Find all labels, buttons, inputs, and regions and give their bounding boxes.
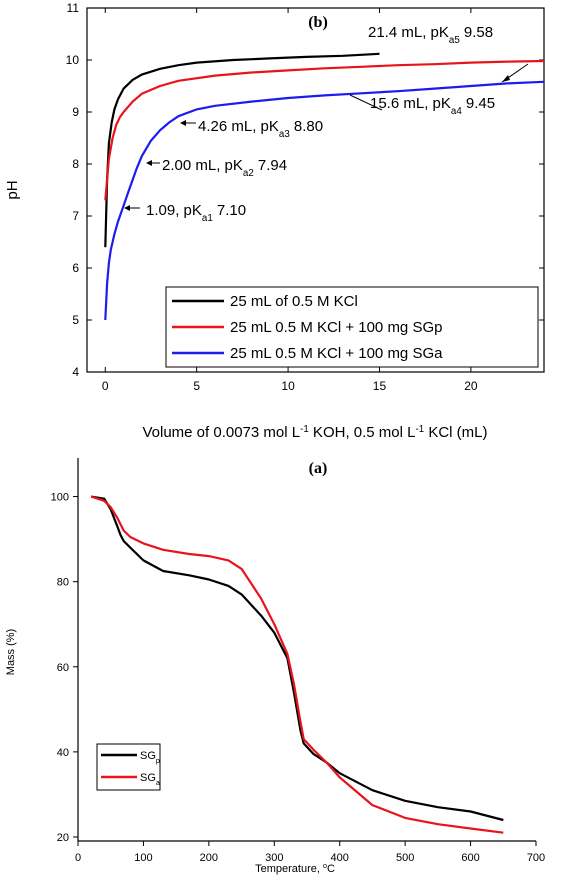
chart-b-x-tick-label: 5 xyxy=(193,379,200,393)
chart-b-panel-label: (b) xyxy=(308,14,328,31)
chart-a-x-axis: 0 100 200 300 400 500 600 700 xyxy=(75,841,545,864)
legend-label-sgp: 25 mL 0.5 M KCl + 100 mg SGp xyxy=(230,319,442,336)
chart-b-y-axis: 4 5 6 7 8 9 10 11 xyxy=(66,1,544,379)
chart-b-y-axis-label: pH xyxy=(4,180,21,199)
chart-a-legend-box xyxy=(96,743,161,791)
chart-a-y-tick-label: 40 xyxy=(57,747,69,759)
chart-a-y-axis-label: Mass (%) xyxy=(5,629,17,675)
annotation-pka4-arrow xyxy=(349,94,383,111)
chart-b-y-tick-label: 8 xyxy=(72,157,79,171)
chart-a-x-tick-label: 300 xyxy=(265,852,283,864)
chart-b-y-tick-label: 11 xyxy=(67,1,80,15)
annotation-pka5: 21.4 mL, pKa5 9.58 xyxy=(368,24,493,46)
chart-a-y-tick-label: 100 xyxy=(51,492,69,504)
chart-b-x-tick-label: 0 xyxy=(102,379,109,393)
chart-b-series-line-0 xyxy=(104,52,380,248)
chart-a-series-line-0 xyxy=(90,495,504,822)
chart-b-y-tick-label: 6 xyxy=(72,261,79,275)
chart-a-x-tick-label: 500 xyxy=(396,852,414,864)
chart-a-x-tick-label: 200 xyxy=(200,852,218,864)
chart-b-x-tick-label: 15 xyxy=(373,379,387,393)
chart-b-legend: 25 mL of 0.5 M KCl 25 mL 0.5 M KCl + 100… xyxy=(165,286,539,368)
annotation-pka3-arrowhead xyxy=(180,120,186,126)
annotation-pka1-arrowhead xyxy=(124,205,130,211)
chart-b-legend-box xyxy=(165,286,539,368)
chart-a-x-tick-label: 400 xyxy=(331,852,349,864)
legend-label-sga: 25 mL 0.5 M KCl + 100 mg SGa xyxy=(230,345,443,362)
annotation-pka2: 2.00 mL, pKa2 7.94 xyxy=(162,157,287,179)
chart-a-x-axis-label: Temperature, oC xyxy=(255,862,335,875)
chart-a-series xyxy=(90,495,504,834)
chart-b-x-axis-label: Volume of 0.0073 mol L-1 KOH, 0.5 mol L-… xyxy=(142,424,487,442)
legend-label-sga-tga: SGa xyxy=(140,772,160,787)
annotation-pka4: 15.6 mL, pKa4 9.45 xyxy=(370,95,495,117)
chart-a-series-line-1 xyxy=(90,495,504,834)
annotation-pka5-arrowhead xyxy=(502,75,510,82)
chart-b: (b) 4 5 6 7 8 9 10 11 0 5 10 15 20 pH Volume of 0.0… xyxy=(4,1,545,442)
chart-b-x-axis: 0 5 10 15 20 xyxy=(102,8,478,393)
chart-a-x-tick-label: 700 xyxy=(527,852,545,864)
chart-b-y-tick-label: 10 xyxy=(66,53,80,67)
chart-a-y-tick-label: 20 xyxy=(57,832,69,844)
chart-a: (a) 20 40 60 80 100 0 100 200 300 400 500 600 700 M… xyxy=(5,458,545,875)
chart-b-x-tick-label: 20 xyxy=(464,379,478,393)
chart-b-frame xyxy=(86,7,545,373)
chart-a-panel-label: (a) xyxy=(309,460,328,477)
chart-a-legend: SGp SGa xyxy=(96,743,161,791)
chart-b-series xyxy=(104,52,545,321)
chart-a-x-tick-label: 100 xyxy=(134,852,152,864)
chart-a-y-axis: 20 40 60 80 100 xyxy=(51,492,78,844)
chart-b-annotations: 21.4 mL, pKa5 9.58 15.6 mL, pKa4 9.45 4.… xyxy=(124,24,529,224)
chart-b-y-tick-label: 5 xyxy=(72,313,79,327)
annotation-pka3: 4.26 mL, pKa3 8.80 xyxy=(198,118,323,140)
legend-label-sgp-tga: SGp xyxy=(140,750,160,765)
chart-a-y-tick-label: 60 xyxy=(57,662,69,674)
legend-label-kcl: 25 mL of 0.5 M KCl xyxy=(230,293,358,310)
chart-b-y-tick-label: 4 xyxy=(72,365,79,379)
chart-b-series-line-1 xyxy=(104,59,545,201)
chart-b-x-tick-label: 10 xyxy=(281,379,295,393)
chart-a-x-tick-label: 0 xyxy=(75,852,81,864)
chart-b-series-line-2 xyxy=(104,80,545,321)
annotation-pka1: 1.09, pKa1 7.10 xyxy=(146,202,246,224)
chart-a-x-tick-label: 600 xyxy=(461,852,479,864)
chart-a-y-tick-label: 80 xyxy=(57,577,69,589)
chart-b-y-tick-label: 9 xyxy=(72,105,79,119)
chart-b-y-tick-label: 7 xyxy=(72,209,79,223)
annotation-pka2-arrowhead xyxy=(146,160,152,166)
